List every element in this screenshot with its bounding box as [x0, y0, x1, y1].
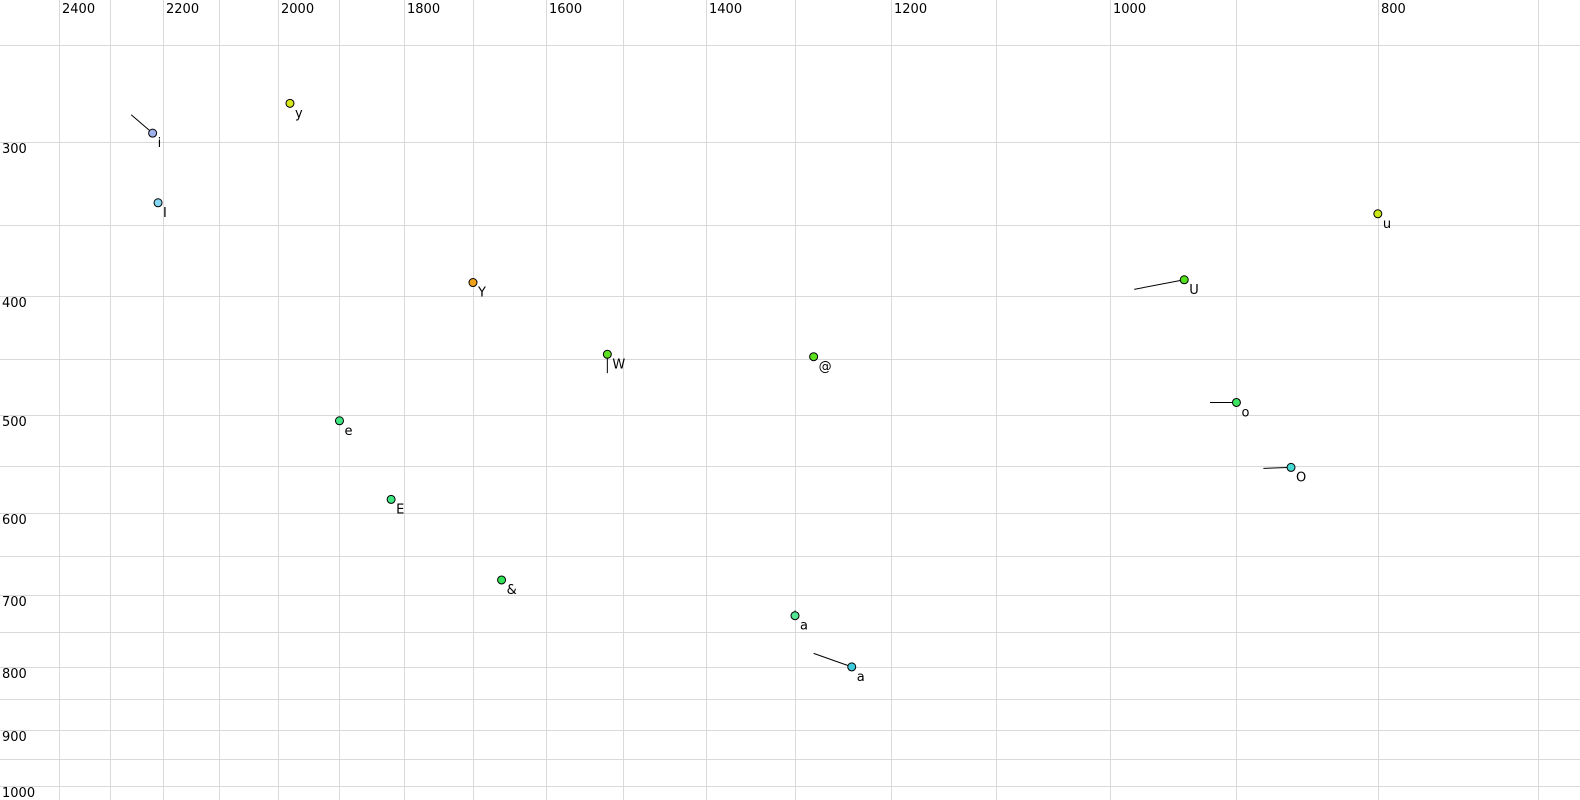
y-axis-tick-label: 300: [2, 142, 27, 157]
data-point-marker[interactable]: [497, 575, 507, 585]
x-axis-tick-label: 1400: [709, 2, 742, 17]
data-point-label: u: [1383, 217, 1391, 232]
y-axis-tick-label: 500: [2, 415, 27, 430]
data-point-label: I: [163, 206, 167, 221]
data-point-label: U: [1189, 283, 1199, 298]
data-point-marker[interactable]: [1231, 397, 1241, 407]
data-point-marker[interactable]: [809, 352, 819, 362]
data-point-marker[interactable]: [790, 611, 800, 621]
data-point-label: o: [1241, 405, 1249, 420]
x-axis-tick-label: 1200: [894, 2, 927, 17]
y-axis-tick-label: 1000: [2, 786, 35, 800]
data-point-label: a: [800, 619, 808, 634]
data-point-label: W: [612, 357, 625, 372]
data-point-marker[interactable]: [847, 662, 857, 672]
data-point-label: @: [819, 360, 832, 375]
data-point-marker[interactable]: [1373, 209, 1383, 219]
data-point-tail-line: [130, 114, 153, 134]
y-axis-tick-label: 600: [2, 513, 27, 528]
data-point-label: Y: [477, 286, 486, 301]
data-point-tail-line: [813, 652, 852, 668]
data-point-label: a: [857, 670, 865, 685]
data-point-label: e: [344, 424, 352, 439]
x-axis-tick-label: 1000: [1113, 2, 1146, 17]
data-point-tail-line: [1263, 466, 1292, 469]
data-point-marker[interactable]: [1286, 462, 1296, 472]
x-axis-tick-label: 800: [1381, 2, 1406, 17]
data-point-label: O: [1296, 470, 1306, 485]
data-point-marker[interactable]: [1179, 275, 1189, 285]
y-axis-tick-label: 400: [2, 296, 27, 311]
y-axis-tick-label: 900: [2, 730, 27, 745]
data-point-marker[interactable]: [602, 349, 612, 359]
data-point-label: E: [396, 502, 404, 517]
x-axis-tick-label: 1600: [549, 2, 582, 17]
data-point-label: i: [158, 136, 162, 151]
data-point-marker[interactable]: [285, 98, 295, 108]
x-axis-tick-label: 2200: [166, 2, 199, 17]
data-point-marker[interactable]: [148, 128, 158, 138]
x-axis-tick-label: 1800: [407, 2, 440, 17]
x-axis-tick-label: 2400: [62, 2, 95, 17]
data-point-marker[interactable]: [468, 278, 478, 288]
data-point-marker[interactable]: [153, 198, 163, 208]
data-point-marker[interactable]: [386, 494, 396, 504]
x-axis-tick-label: 2000: [281, 2, 314, 17]
y-axis-tick-label: 700: [2, 595, 27, 610]
data-point-tail-line: [1134, 279, 1185, 290]
y-axis-tick-label: 800: [2, 667, 27, 682]
data-point-label: y: [295, 106, 303, 121]
data-point-label: &: [507, 583, 517, 598]
data-point-marker[interactable]: [334, 416, 344, 426]
